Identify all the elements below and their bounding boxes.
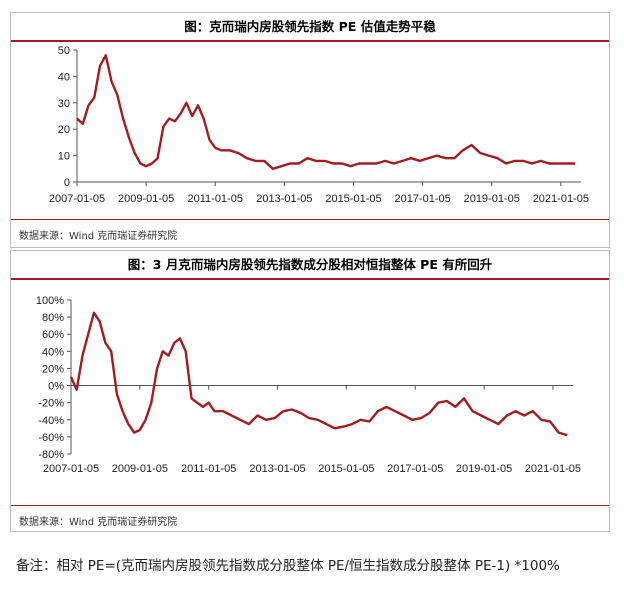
x-tick-label: 2017-01-05: [387, 463, 443, 475]
x-tick-label: 2019-01-05: [456, 463, 512, 475]
y-tick-label: 40: [58, 71, 70, 83]
y-tick-label: 100%: [36, 295, 64, 307]
chart-title-pe: 图：克而瑞内房股领先指数 PE 估值走势平稳: [184, 19, 436, 34]
y-tick-label: 0: [64, 177, 70, 189]
y-tick-label: 50: [58, 45, 70, 57]
x-tick-label: 2011-01-05: [188, 193, 243, 205]
chart-source-relative-pe: 数据来源：Wind 克而瑞证券研究院: [19, 517, 178, 528]
y-tick-label: 20: [58, 124, 70, 136]
x-tick-label: 2011-01-05: [181, 463, 236, 475]
title-divider: [11, 40, 609, 42]
x-tick-label: 2007-01-05: [49, 193, 105, 205]
x-tick-label: 2007-01-05: [43, 463, 99, 475]
source-divider: [11, 219, 609, 220]
x-tick-label: 2019-01-05: [464, 193, 520, 205]
y-tick-label: 0%: [48, 381, 64, 393]
y-tick-label: 40%: [42, 346, 64, 358]
footnote: 备注：相对 PE=(克而瑞内房股领先指数成分股整体 PE/恒生指数成分股整体 P…: [16, 558, 560, 574]
chart-source-pe: 数据来源：Wind 克而瑞证券研究院: [19, 231, 178, 242]
x-tick-label: 2009-01-05: [112, 463, 168, 475]
chart-title-relative-pe: 图：3 月克而瑞内房股领先指数成分股相对恒指整体 PE 有所回升: [127, 257, 493, 272]
y-tick-label: -20%: [38, 398, 64, 410]
chart-panel-pe: 图：克而瑞内房股领先指数 PE 估值走势平稳 0 10 20 30 40 50 2007-0…: [10, 12, 610, 248]
y-tick-label: 10: [58, 151, 70, 163]
y-tick-label: 80%: [42, 312, 64, 324]
x-tick-label: 2015-01-05: [318, 463, 374, 475]
y-tick-label: -60%: [38, 432, 64, 444]
x-tick-label: 2015-01-05: [325, 193, 381, 205]
x-tick-label: 2021-01-05: [533, 193, 589, 205]
pe-line-chart: 0 10 20 30 40 50 2007-01-05 2009-01-05 2011-01-0…: [49, 45, 589, 205]
chart-panel-relative-pe: 图：3 月克而瑞内房股领先指数成分股相对恒指整体 PE 有所回升 -80% -60…: [10, 250, 610, 532]
relative-pe-line-chart: -80% -60% -40% -20% 0% 20% 40% 60% 80% 100% 2007-0…: [36, 295, 581, 475]
y-tick-label: -80%: [38, 449, 64, 461]
series-line: [76, 54, 576, 171]
y-tick-label: 20%: [42, 363, 64, 375]
title-divider: [11, 278, 609, 280]
x-tick-label: 2013-01-05: [249, 463, 305, 475]
x-tick-label: 2021-01-05: [525, 463, 581, 475]
x-tick-label: 2013-01-05: [256, 193, 312, 205]
y-tick-label: 60%: [42, 329, 64, 341]
x-tick-label: 2009-01-05: [118, 193, 174, 205]
y-tick-label: -40%: [38, 415, 64, 427]
x-tick-label: 2017-01-05: [394, 193, 450, 205]
source-divider: [11, 505, 609, 506]
series-line: [69, 311, 568, 437]
y-tick-label: 30: [58, 98, 70, 110]
